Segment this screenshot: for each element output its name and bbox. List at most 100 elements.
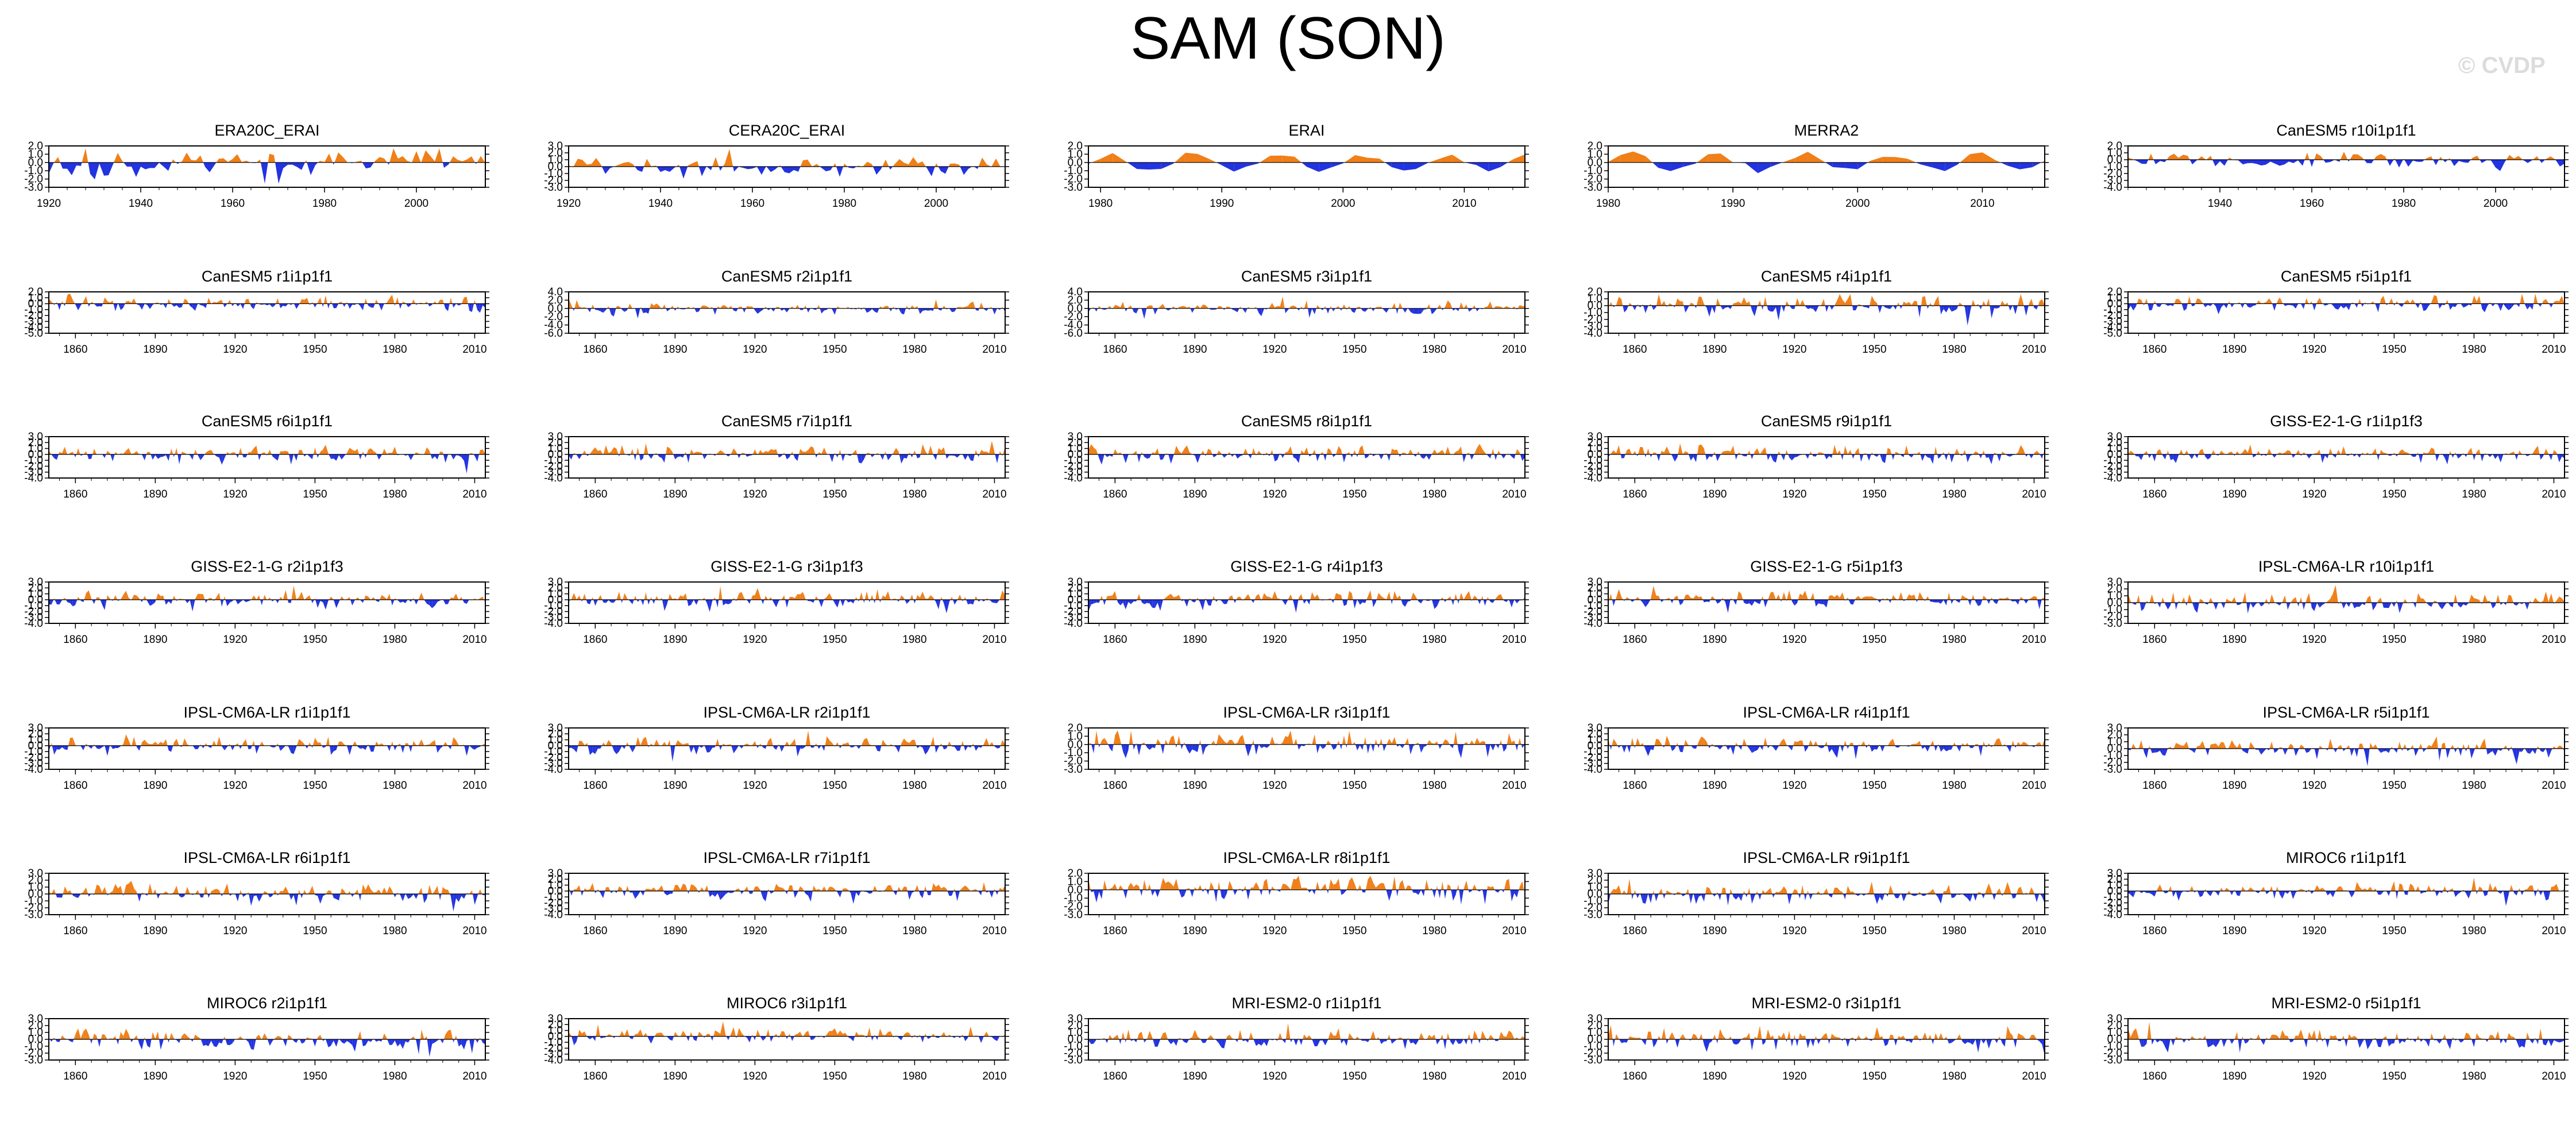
- series-area-segment: [1205, 598, 1206, 600]
- series-area-segment: [2220, 160, 2224, 166]
- series-area-segment: [428, 303, 430, 307]
- series-area-segment: [214, 302, 217, 304]
- x-tick-label: 1980: [1942, 488, 1966, 500]
- series-area-segment: [1277, 306, 1280, 309]
- series-area-segment: [92, 599, 94, 604]
- series-area-segment: [307, 595, 310, 600]
- series-area-segment: [1110, 454, 1113, 457]
- series-area-segment: [318, 160, 320, 163]
- series-area-segment: [2269, 298, 2272, 304]
- panel-7: CanESM5 r3i1p1f14.02.00.0-2.0-4.0-6.0186…: [1064, 268, 1529, 356]
- series-area-segment: [2443, 160, 2445, 163]
- series-area-segment: [1385, 162, 1392, 167]
- x-tick-label: 2000: [2484, 198, 2508, 210]
- series-area-segment: [719, 585, 721, 600]
- series-area-segment: [2138, 298, 2142, 304]
- series-area-segment: [443, 454, 446, 463]
- series-area-segment: [364, 298, 366, 304]
- series-area-segment: [2506, 155, 2509, 160]
- series-area-segment: [107, 450, 110, 454]
- series-area-segment: [1884, 454, 1887, 464]
- series-area-segment: [248, 452, 252, 454]
- series-area-segment: [184, 298, 187, 304]
- series-area-segment: [2471, 295, 2474, 304]
- series-area-segment: [1488, 454, 1490, 459]
- x-tick-label: 1950: [822, 634, 847, 646]
- series-area-segment: [1171, 454, 1174, 464]
- series-area-segment: [2461, 454, 2463, 457]
- series-area-segment: [821, 599, 824, 607]
- y-tick-label: -4.0: [24, 618, 43, 630]
- series-area-segment: [176, 448, 178, 454]
- series-area-segment: [858, 599, 859, 602]
- series-area-segment: [737, 454, 739, 458]
- series-area-segment: [1999, 454, 2002, 462]
- series-area-segment: [644, 592, 646, 600]
- series-area-segment: [2491, 160, 2496, 168]
- series-area-segment: [1339, 308, 1342, 311]
- series-area-segment: [94, 448, 97, 454]
- series-area-segment: [2000, 162, 2007, 166]
- y-tick-label: 2.0: [1588, 437, 1602, 449]
- series-area-segment: [656, 167, 661, 172]
- series-area-segment: [434, 454, 438, 460]
- series-area-segment: [2395, 454, 2397, 457]
- series-area-segment: [1265, 452, 1267, 454]
- series-area-segment: [2023, 303, 2024, 306]
- series-area-segment: [676, 306, 678, 309]
- panel-frame: [1608, 291, 2045, 334]
- x-tick-label: 1860: [63, 634, 87, 646]
- series-area-segment: [1715, 454, 1717, 461]
- series-area-segment: [675, 308, 677, 311]
- series-area-segment: [349, 303, 353, 309]
- series-area-segment: [277, 599, 280, 603]
- y-tick-label: 1.0: [1068, 588, 1083, 600]
- series-area-segment: [156, 593, 158, 600]
- series-area-segment: [1445, 300, 1448, 309]
- series-area-segment: [941, 596, 943, 600]
- series-area-segment: [1168, 454, 1171, 464]
- series-area-segment: [1628, 303, 1630, 306]
- series-area-segment: [1099, 306, 1102, 309]
- series-area-segment: [63, 162, 67, 169]
- series-area-segment: [2341, 303, 2344, 309]
- series-area-segment: [55, 599, 57, 604]
- series-area-segment: [1127, 162, 1137, 169]
- series-area-segment: [799, 449, 801, 454]
- x-tick-label: 1950: [822, 344, 847, 356]
- series-area-segment: [1870, 157, 1883, 163]
- series-area-segment: [787, 454, 790, 460]
- series-area-segment: [83, 296, 86, 304]
- series-area-segment: [2440, 156, 2443, 160]
- y-tick-label: -3.0: [24, 315, 43, 327]
- series-area-segment: [1234, 599, 1237, 603]
- series-area-segment: [720, 450, 723, 454]
- series-area-segment: [1204, 454, 1206, 456]
- panel-title: CanESM5 r10i1p1f1: [2276, 122, 2416, 139]
- series-area-segment: [1447, 300, 1451, 309]
- series-area-segment: [576, 595, 580, 600]
- series-area-segment: [206, 450, 209, 454]
- series-area-segment: [163, 454, 166, 457]
- series-area-segment: [944, 447, 946, 454]
- series-area-segment: [886, 454, 889, 461]
- series-area-segment: [2213, 450, 2216, 454]
- series-area-segment: [49, 299, 52, 304]
- series-area-segment: [2211, 450, 2214, 454]
- series-area-segment: [283, 450, 286, 454]
- series-area-segment: [1824, 454, 1826, 460]
- series-area-segment: [697, 161, 699, 167]
- series-area-segment: [608, 599, 612, 603]
- series-area-segment: [261, 452, 265, 454]
- series-area-segment: [702, 167, 706, 176]
- series-area-segment: [1123, 454, 1126, 464]
- series-area-segment: [795, 305, 798, 309]
- series-area-segment: [1632, 450, 1635, 454]
- x-tick-label: 1890: [663, 488, 687, 500]
- y-tick-label: 1.0: [548, 154, 563, 166]
- series-area-segment: [1720, 454, 1721, 456]
- series-area-segment: [1240, 596, 1242, 600]
- series-area-segment: [1195, 454, 1198, 463]
- series-area-segment: [256, 302, 259, 304]
- series-area-segment: [1275, 306, 1278, 309]
